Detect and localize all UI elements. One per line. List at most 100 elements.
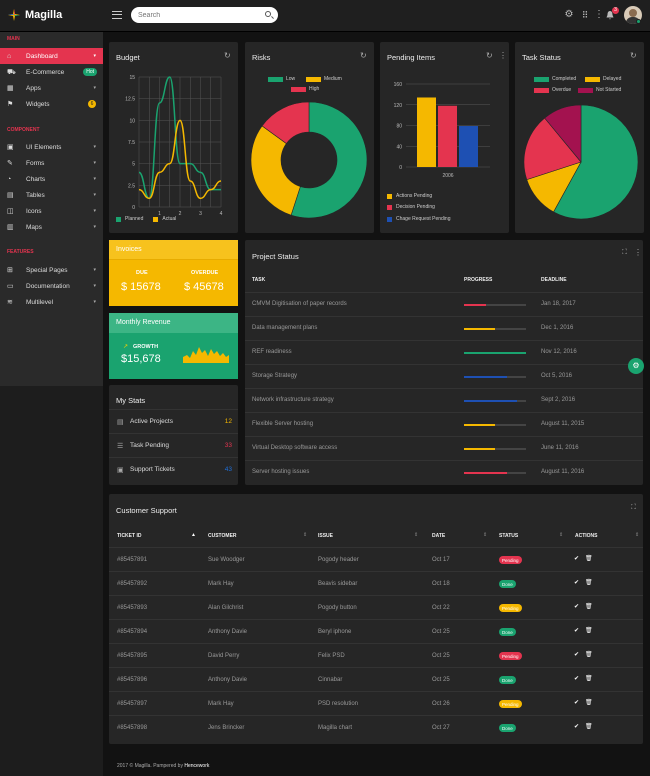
trash-icon[interactable]: 🗑 xyxy=(585,580,593,586)
sidebar-item-charts[interactable]: ◔ Charts ▾ xyxy=(0,171,103,187)
settings-icon[interactable]: ⚙ xyxy=(564,9,574,20)
sidebar-item-apps[interactable]: ▦ Apps ▾ xyxy=(0,80,103,96)
trash-icon[interactable]: 🗑 xyxy=(585,556,593,562)
x-tick-label: 1 xyxy=(158,211,161,217)
sidebar-item-dashboard[interactable]: ⌂ Dashboard ▾ xyxy=(0,48,103,64)
task-name: Storage Strategy xyxy=(252,373,298,379)
table-row[interactable]: REF readiness Nov 12, 2016 xyxy=(245,340,643,364)
table-row[interactable]: Data management plans Dec 1, 2016 xyxy=(245,316,643,340)
stat-row-active-projects[interactable]: ▤ Active Projects 12 xyxy=(109,409,238,433)
bar-decision-pending[interactable] xyxy=(438,105,457,167)
bell-icon[interactable] xyxy=(605,10,615,20)
sidebar-item-multilevel[interactable]: ≋ Multilevel ▾ xyxy=(0,294,103,310)
check-icon[interactable]: ✔ xyxy=(574,556,580,562)
col-ticket-id[interactable]: TICKET ID xyxy=(117,533,142,539)
issue-text: PSD resolution xyxy=(318,701,359,707)
sidebar-item-e-commerce[interactable]: ⛟ E-Commerce Hot xyxy=(0,64,103,80)
apps-grid-icon[interactable]: ⠿ xyxy=(581,10,589,20)
progress-bar xyxy=(464,304,526,306)
more-vertical-icon[interactable]: ⋮ xyxy=(499,51,507,60)
trash-icon[interactable]: 🗑 xyxy=(585,652,593,658)
check-icon[interactable]: ✔ xyxy=(574,628,580,634)
deadline: Sept 2, 2016 xyxy=(541,397,576,403)
check-icon[interactable]: ✔ xyxy=(574,652,580,658)
settings-fab-button[interactable]: ⚙ xyxy=(628,358,644,374)
x-tick-label: 2 xyxy=(179,211,182,217)
refresh-icon[interactable]: ↻ xyxy=(486,51,493,60)
col-customer[interactable]: CUSTOMER xyxy=(208,533,237,539)
refresh-icon[interactable]: ↻ xyxy=(630,51,637,60)
bar-chage-request-pending[interactable] xyxy=(459,126,478,167)
trash-icon[interactable]: 🗑 xyxy=(585,676,593,682)
stat-row-task-pending[interactable]: ☰ Task Pending 33 xyxy=(109,433,238,457)
slice-not-started[interactable] xyxy=(544,104,582,163)
table-row[interactable]: #85457894 Anthony Davie Beryl iphone Oct 25… xyxy=(109,619,643,643)
sort-icon[interactable]: ⇕ xyxy=(303,532,308,538)
slice-overdue[interactable] xyxy=(523,117,582,180)
col-issue[interactable]: ISSUE xyxy=(318,533,334,539)
table-row[interactable]: #85457898 Jens Brincker Magilla chart Oct 2… xyxy=(109,715,643,739)
sidebar-item-icons[interactable]: ◫ Icons ▾ xyxy=(0,203,103,219)
table-row[interactable]: #85457891 Sue Woodger Pogody header Oct 17 P… xyxy=(109,547,643,571)
issue-text: Pogody header xyxy=(318,557,359,563)
logo[interactable]: Magilla xyxy=(8,9,62,21)
sidebar-item-label: Maps xyxy=(26,223,42,231)
search-input[interactable] xyxy=(131,7,278,23)
slice-completed[interactable] xyxy=(553,104,639,220)
footer-brand-link[interactable]: Hencework xyxy=(184,763,210,769)
col-actions[interactable]: ACTIONS xyxy=(575,533,598,539)
table-row[interactable]: #85457896 Anthony Davie Cinnabar Oct 25 Done… xyxy=(109,667,643,691)
check-icon[interactable]: ✔ xyxy=(574,724,580,730)
table-row[interactable]: Server hosting issues August 11, 2016 xyxy=(245,460,643,484)
ticket-id: #85457895 xyxy=(117,653,148,659)
col-status[interactable]: STATUS xyxy=(499,533,519,539)
check-icon[interactable]: ✔ xyxy=(574,676,580,682)
table-row[interactable]: #85457897 Mark Hay PSD resolution Oct 26 Pen… xyxy=(109,691,643,715)
trash-icon[interactable]: 🗑 xyxy=(585,604,593,610)
sidebar-item-documentation[interactable]: ▭ Documentation ▾ xyxy=(0,278,103,294)
table-row[interactable]: #85457893 Alan Gilchrist Pogody button Oct … xyxy=(109,595,643,619)
table-row[interactable]: #85457895 David Perry Felix PSD Oct 25 Pendi… xyxy=(109,643,643,667)
sort-icon[interactable]: ⇕ xyxy=(635,532,640,538)
trash-icon[interactable]: 🗑 xyxy=(585,724,593,730)
sidebar-item-forms[interactable]: ✎ Forms ▾ xyxy=(0,155,103,171)
col-date[interactable]: DATE xyxy=(432,533,446,539)
check-icon[interactable]: ✔ xyxy=(574,700,580,706)
sidebar-item-special-pages[interactable]: ⊞ Special Pages ▾ xyxy=(0,262,103,278)
sort-asc-icon[interactable]: ▲ xyxy=(191,532,196,538)
trash-icon[interactable]: 🗑 xyxy=(585,628,593,634)
expand-icon[interactable]: ⛶ xyxy=(631,504,636,511)
legend-swatch-actual xyxy=(153,216,159,222)
table-row[interactable]: #85457892 Mark Hay Beavis sidebar Oct 18 Don… xyxy=(109,571,643,595)
table-row[interactable]: CMVM Digitisation of paper records Jan 18… xyxy=(245,292,643,316)
sidebar-item-tables[interactable]: ▤ Tables ▾ xyxy=(0,187,103,203)
expand-icon[interactable]: ⛶ xyxy=(622,249,627,256)
table-row[interactable]: Storage Strategy Oct 5, 2016 xyxy=(245,364,643,388)
stat-row-support-tickets[interactable]: ▣ Support Tickets 43 xyxy=(109,457,238,481)
slice-medium[interactable] xyxy=(250,125,301,216)
refresh-icon[interactable]: ↻ xyxy=(224,51,231,60)
sidebar-item-maps[interactable]: ▥ Maps ▾ xyxy=(0,219,103,235)
check-icon[interactable]: ✔ xyxy=(574,604,580,610)
task-status-card: Task Status ↻ Completed Delayed Overdue … xyxy=(515,42,644,233)
sidebar-item-widgets[interactable]: ⚑ Widgets 6 xyxy=(0,96,103,112)
sort-icon[interactable]: ⇕ xyxy=(483,532,488,538)
table-row[interactable]: Network infrastructure strategy Sept 2, 2… xyxy=(245,388,643,412)
check-icon[interactable]: ✔ xyxy=(574,580,580,586)
sidebar-item-ui-elements[interactable]: ▣ UI Elements ▾ xyxy=(0,139,103,155)
table-row[interactable]: Virtual Desktop software access June 11, … xyxy=(245,436,643,460)
more-vertical-icon[interactable]: ⋮ xyxy=(634,248,642,257)
menu-toggle-icon[interactable] xyxy=(112,11,122,19)
refresh-icon[interactable]: ↻ xyxy=(360,51,367,60)
table-row[interactable]: Flexible Server hosting August 11, 2015 xyxy=(245,412,643,436)
monthly-revenue-card: Monthly Revenue ↗ GROWTH $15,678 xyxy=(109,313,238,379)
sort-icon[interactable]: ⇕ xyxy=(559,532,564,538)
more-vertical-icon[interactable]: ⋮ xyxy=(594,9,604,20)
ticket-date: Oct 18 xyxy=(432,581,450,587)
bar-actions-pending[interactable] xyxy=(417,97,436,167)
trash-icon[interactable]: 🗑 xyxy=(585,700,593,706)
search-icon[interactable] xyxy=(265,11,271,17)
slice-high[interactable] xyxy=(261,101,310,144)
sort-icon[interactable]: ⇕ xyxy=(414,532,419,538)
slice-low[interactable] xyxy=(290,101,368,219)
